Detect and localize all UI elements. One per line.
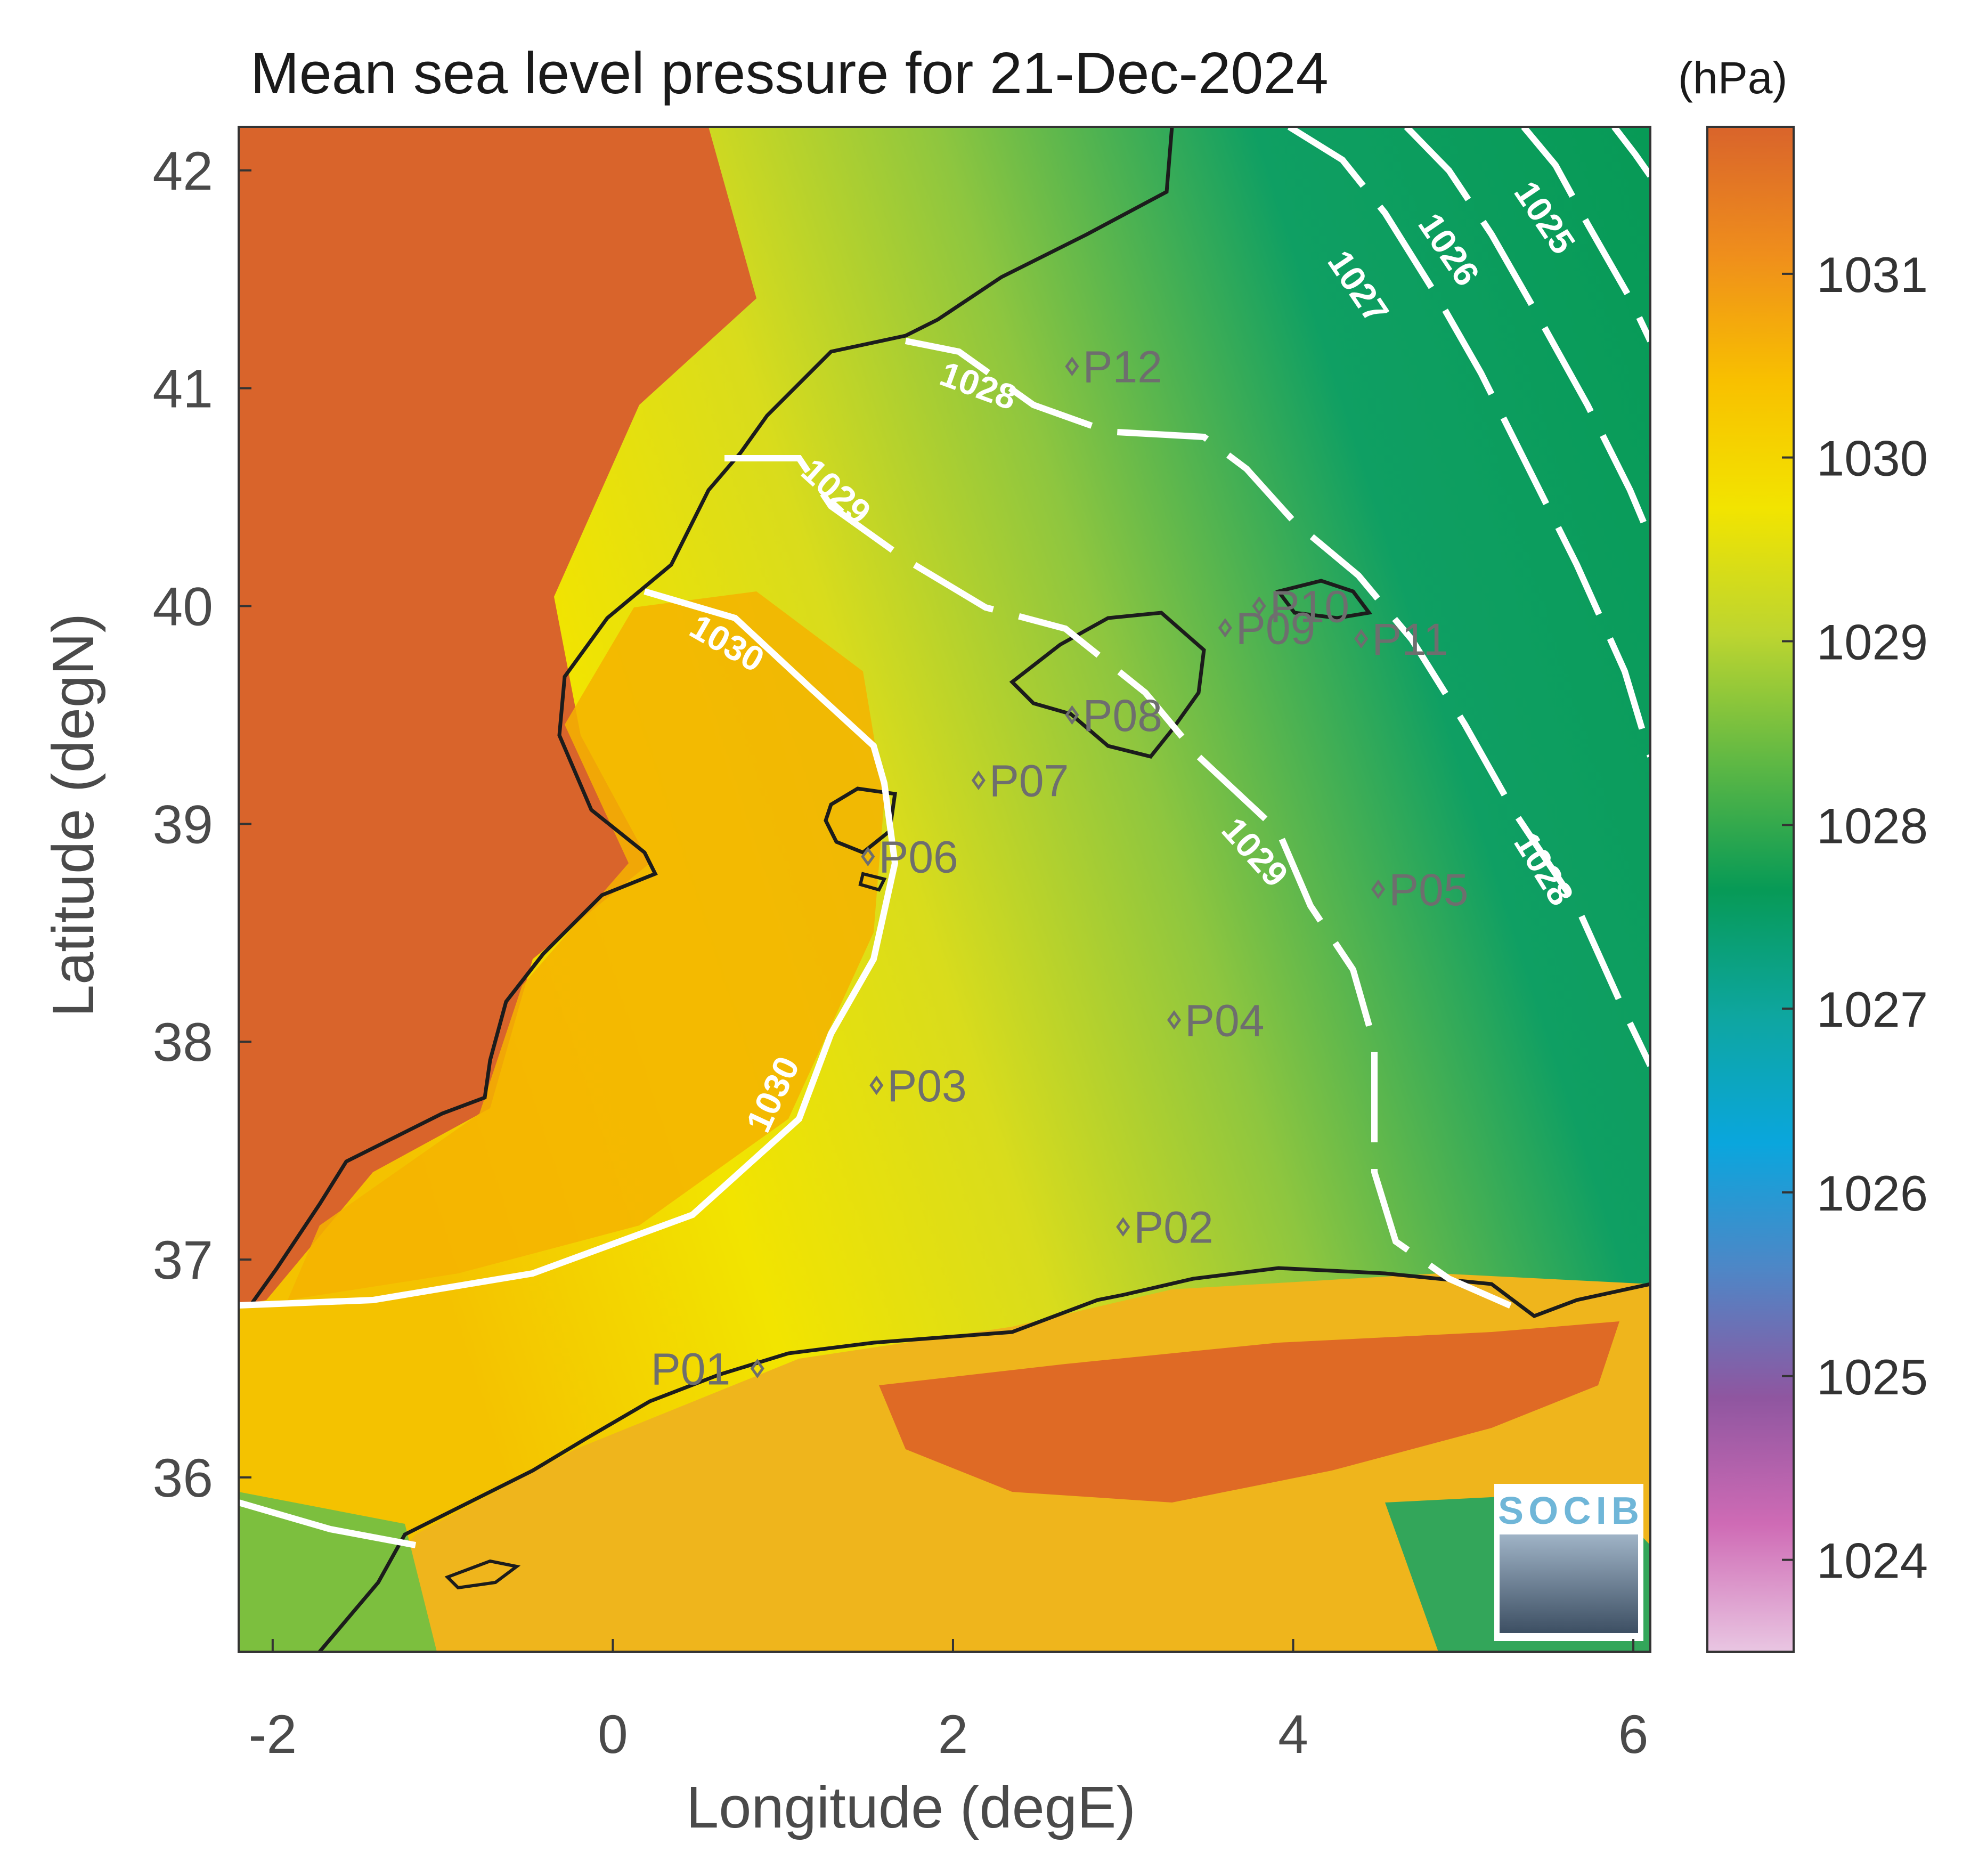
y-tick-label: 36 <box>153 1448 213 1508</box>
colorbar-tick-label: 1026 <box>1817 1165 1928 1221</box>
point-marker-p07 <box>971 770 986 790</box>
colorbar-tick-label: 1029 <box>1817 614 1928 670</box>
isobars <box>239 127 1650 1548</box>
isobar-1025 <box>1521 127 1650 343</box>
point-label-p07: P07 <box>989 756 1069 806</box>
y-tick-label: 40 <box>153 576 213 637</box>
island-alboran <box>444 1559 521 1590</box>
colorbar-tick-label: 1024 <box>1817 1533 1928 1589</box>
colorbar-tick-label: 1030 <box>1817 431 1928 486</box>
point-marker-p08 <box>1065 705 1079 725</box>
africa-high-relief <box>879 1321 1619 1503</box>
point-marker-p11 <box>1354 629 1369 649</box>
y-tick-label: 42 <box>153 141 213 201</box>
y-axis-label: Latitude (degN) <box>40 613 106 1017</box>
coastline-iberia <box>239 127 1174 1307</box>
point-label-p04: P04 <box>1185 995 1264 1045</box>
isobar-1024 <box>1611 127 1650 178</box>
colorbar <box>1707 127 1794 1652</box>
africa-west-green <box>239 1492 437 1652</box>
map-frame <box>238 126 1651 1653</box>
colorbar-ticks: 1024 1025 1026 1027 1028 1029 1030 1031 <box>1782 247 1928 1589</box>
x-tick-label: 6 <box>1618 1704 1649 1765</box>
x-tick-label: 0 <box>598 1704 628 1765</box>
isobar-1029 <box>724 455 1536 1319</box>
island-ibiza <box>824 786 897 855</box>
point-label-p12: P12 <box>1082 342 1162 392</box>
point-marker-p09 <box>1218 618 1232 638</box>
x-axis-ticks: -2 0 2 4 6 <box>249 1639 1649 1765</box>
colorbar-tick-label: 1028 <box>1817 798 1928 854</box>
x-tick-label: -2 <box>249 1704 297 1765</box>
isobar-1027 <box>1287 127 1650 758</box>
x-tick-label: 4 <box>1278 1704 1308 1765</box>
colorbar-frame <box>1706 126 1795 1653</box>
island-menorca <box>1275 579 1373 620</box>
socib-logo: SOCIB <box>1494 1484 1643 1641</box>
point-marker-p05 <box>1371 879 1386 899</box>
point-label-p05: P05 <box>1389 865 1468 915</box>
iberia-land <box>239 127 756 1305</box>
point-marker-p12 <box>1065 356 1079 377</box>
colorbar-tick-label: 1027 <box>1817 981 1928 1037</box>
colorbar-tick-label: 1031 <box>1817 247 1928 303</box>
point-marker-p10 <box>1252 596 1266 616</box>
y-tick-label: 37 <box>153 1230 213 1290</box>
colorbar-unit: (hPa) <box>1678 53 1787 103</box>
point-marker-p02 <box>1116 1217 1130 1237</box>
warm-sea-core <box>288 591 884 1300</box>
point-label-p11: P11 <box>1372 614 1448 664</box>
point-label-p09: P09 <box>1236 603 1315 653</box>
isobar-1030-south <box>239 1499 417 1548</box>
logo-panel <box>1500 1534 1638 1633</box>
isobar-1026 <box>1404 127 1650 540</box>
colorbar-tick-label: 1025 <box>1817 1349 1928 1405</box>
isobar-1030-outer <box>239 588 899 1309</box>
point-label-p06: P06 <box>878 832 958 882</box>
x-tick-label: 2 <box>938 1704 968 1765</box>
point-marker-p01 <box>750 1359 764 1378</box>
y-tick-label: 38 <box>153 1012 213 1073</box>
y-axis-ticks: 36 37 38 39 40 41 42 <box>153 141 251 1508</box>
map-area: 1030 1030 1029 1029 1028 1028 1027 1026 … <box>239 127 1650 1652</box>
island-formentera <box>858 872 887 892</box>
island-mallorca <box>1009 611 1206 759</box>
point-label-p03: P03 <box>887 1061 966 1111</box>
point-marker-p04 <box>1167 1010 1182 1030</box>
isobar-1028 <box>905 338 1650 1067</box>
point-label-p08: P08 <box>1082 691 1162 741</box>
logo-text: SOCIB <box>1498 1490 1639 1532</box>
point-marker-p06 <box>861 847 875 866</box>
point-marker-p03 <box>869 1075 884 1095</box>
point-label-p10: P10 <box>1270 581 1349 631</box>
coastline-africa <box>318 1266 1650 1652</box>
y-tick-label: 41 <box>153 359 213 419</box>
x-axis-label: Longitude (degE) <box>686 1775 1136 1840</box>
point-label-p02: P02 <box>1134 1203 1213 1253</box>
point-label-p01: P01 <box>651 1344 730 1394</box>
chart-title: Mean sea level pressure for 21-Dec-2024 <box>250 40 1329 106</box>
y-tick-label: 39 <box>153 794 213 855</box>
